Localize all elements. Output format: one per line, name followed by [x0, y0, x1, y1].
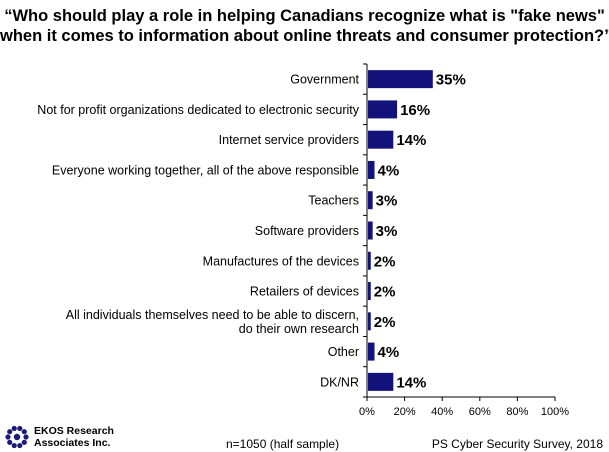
logo-dot	[11, 442, 17, 449]
logo-dot	[11, 425, 17, 432]
bar	[368, 191, 373, 210]
bar	[368, 160, 375, 179]
bar	[368, 282, 371, 301]
value-label: 3%	[376, 193, 398, 210]
bar	[368, 251, 371, 270]
bar	[368, 342, 375, 361]
category-label: Not for profit organizations dedicated t…	[37, 103, 359, 117]
logo-dot	[23, 434, 29, 440]
x-tick-label: 100%	[541, 406, 569, 418]
value-label: 4%	[378, 162, 400, 179]
category-label: Retailers of devices	[250, 285, 359, 299]
value-label: 2%	[374, 314, 396, 331]
x-tick-label: 60%	[469, 406, 491, 418]
logo-dot	[17, 425, 23, 432]
logo-dot	[17, 442, 23, 449]
value-label: 4%	[378, 344, 400, 361]
bar	[368, 70, 433, 89]
category-label: Other	[328, 345, 359, 359]
logo-line-1: EKOS Research	[34, 425, 114, 437]
bar	[368, 130, 394, 149]
category-label: Manufactures of the devices	[203, 254, 359, 268]
bar	[368, 312, 371, 331]
category-label: Internet service providers	[219, 133, 359, 147]
chart-title-line: when it comes to information about onlin…	[0, 27, 609, 45]
logo-dot	[21, 439, 27, 445]
chart-title-line: “Who should play a role in helping Canad…	[4, 7, 605, 25]
category-label: Government	[290, 73, 359, 87]
chart-title: “Who should play a role in helping Canad…	[0, 6, 609, 46]
bar-chart: 35% Government 16% Not for profit organizat…	[37, 63, 569, 418]
value-label: 14%	[396, 374, 426, 391]
category-label: All individuals themselves need to be ab…	[66, 308, 359, 322]
x-tick-label: 0%	[359, 406, 375, 418]
bar	[368, 221, 373, 240]
ekos-logo-icon	[5, 425, 29, 449]
ekos-logo-text: EKOS Research Associates Inc.	[34, 425, 114, 449]
bar	[368, 100, 398, 119]
logo-dot	[5, 434, 11, 440]
bar	[368, 372, 394, 391]
source-note: PS Cyber Security Survey, 2018	[431, 437, 603, 451]
logo-dot	[21, 429, 27, 435]
value-label: 2%	[374, 284, 396, 301]
x-tick-label: 20%	[394, 406, 416, 418]
x-tick-label: 80%	[506, 406, 528, 418]
logo-dot	[7, 439, 13, 445]
value-label: 14%	[396, 132, 426, 149]
logo-center-dot	[13, 433, 21, 441]
value-label: 2%	[374, 253, 396, 270]
category-label: do their own research	[239, 322, 359, 336]
logo-line-2: Associates Inc.	[34, 437, 111, 449]
value-label: 16%	[400, 102, 430, 119]
sample-size-note: n=1050 (half sample)	[226, 437, 340, 451]
category-label: Everyone working together, all of the ab…	[52, 163, 359, 177]
category-label: Software providers	[255, 224, 359, 238]
category-label: DK/NR	[320, 375, 359, 389]
value-label: 3%	[376, 223, 398, 240]
x-tick-label: 40%	[431, 406, 453, 418]
logo-dot	[7, 429, 13, 435]
value-label: 35%	[436, 72, 466, 89]
category-label: Teachers	[308, 194, 359, 208]
